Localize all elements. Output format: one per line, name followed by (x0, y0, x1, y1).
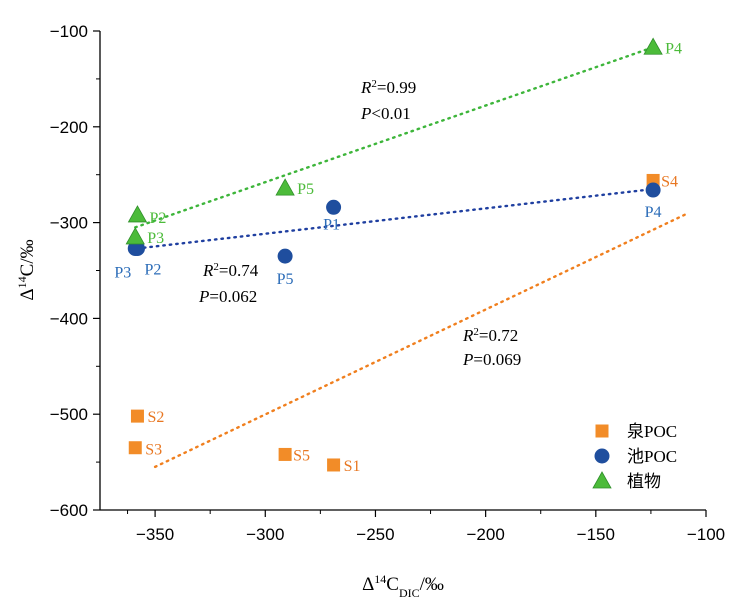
circle-marker (645, 182, 661, 198)
legend-circle-marker (594, 448, 610, 464)
square-marker (278, 447, 292, 461)
r-squared-label: R2=0.72 (462, 326, 518, 345)
y-tick-label: −300 (50, 214, 88, 233)
fit-line (153, 211, 690, 469)
point-label: P1 (323, 216, 340, 233)
triangle-marker (643, 37, 663, 55)
point-label: P4 (645, 204, 662, 221)
legend-triangle-marker (592, 471, 612, 489)
x-tick-label: −200 (466, 525, 504, 544)
legend-label: 池POC (627, 447, 677, 466)
point-label: S3 (145, 442, 162, 459)
fit-line (136, 187, 655, 250)
triangle-marker (125, 227, 145, 245)
legend-label: 泉POC (627, 422, 677, 441)
point-label: P5 (277, 271, 294, 288)
fit-statistics: R2=0.72 P=0.069 R2=0.74 P=0.062 R2=0.99 P<0.0… (198, 78, 521, 369)
y-tick-label: −500 (50, 405, 88, 424)
r-squared-label: R2=0.74 (202, 261, 259, 280)
point-label: P5 (297, 181, 314, 198)
p-value-label: P<0.01 (360, 104, 411, 123)
x-tick-label: −100 (687, 525, 725, 544)
square-marker (327, 458, 341, 472)
point-label: P4 (665, 40, 682, 57)
legend-square-marker (595, 424, 609, 438)
fit-line (134, 46, 655, 229)
triangle-marker (275, 178, 295, 196)
p-value-label: P=0.062 (198, 287, 257, 306)
y-tick-label: −400 (50, 309, 88, 328)
y-axis-title: Δ14C/‰ (15, 239, 38, 300)
data-points (125, 37, 663, 472)
point-label: S1 (344, 458, 361, 475)
point-label: P2 (149, 210, 166, 227)
point-label: S4 (661, 173, 678, 190)
y-tick-label: −600 (50, 501, 88, 520)
x-tick-label: −350 (136, 525, 174, 544)
point-label: S2 (147, 409, 164, 426)
square-marker (128, 441, 142, 455)
point-labels: S1 S2 S3 S4 S5 P1 P2 P3 P4 P5 P2 P3 P5 P4 (114, 40, 682, 475)
x-tick-label: −300 (246, 525, 284, 544)
y-tick-label: −200 (50, 118, 88, 137)
x-tick-label: −150 (577, 525, 615, 544)
legend: 泉POC 池POC 植物 (592, 422, 677, 491)
point-label: P3 (114, 264, 131, 281)
circle-marker (127, 240, 143, 256)
point-label: P3 (147, 230, 164, 247)
point-label: S5 (293, 447, 310, 464)
square-marker (130, 409, 144, 423)
circle-marker (326, 199, 342, 215)
regression-lines (134, 46, 690, 469)
legend-label: 植物 (627, 472, 661, 491)
p-value-label: P=0.069 (462, 350, 521, 369)
x-tick-label: −250 (356, 525, 394, 544)
circle-marker (277, 248, 293, 264)
y-tick-label: −100 (50, 22, 88, 41)
x-axis-title: Δ14CDIC/‰ (362, 572, 444, 600)
triangle-marker (127, 205, 148, 223)
point-label: P2 (144, 261, 161, 278)
r-squared-label: R2=0.99 (360, 78, 416, 97)
